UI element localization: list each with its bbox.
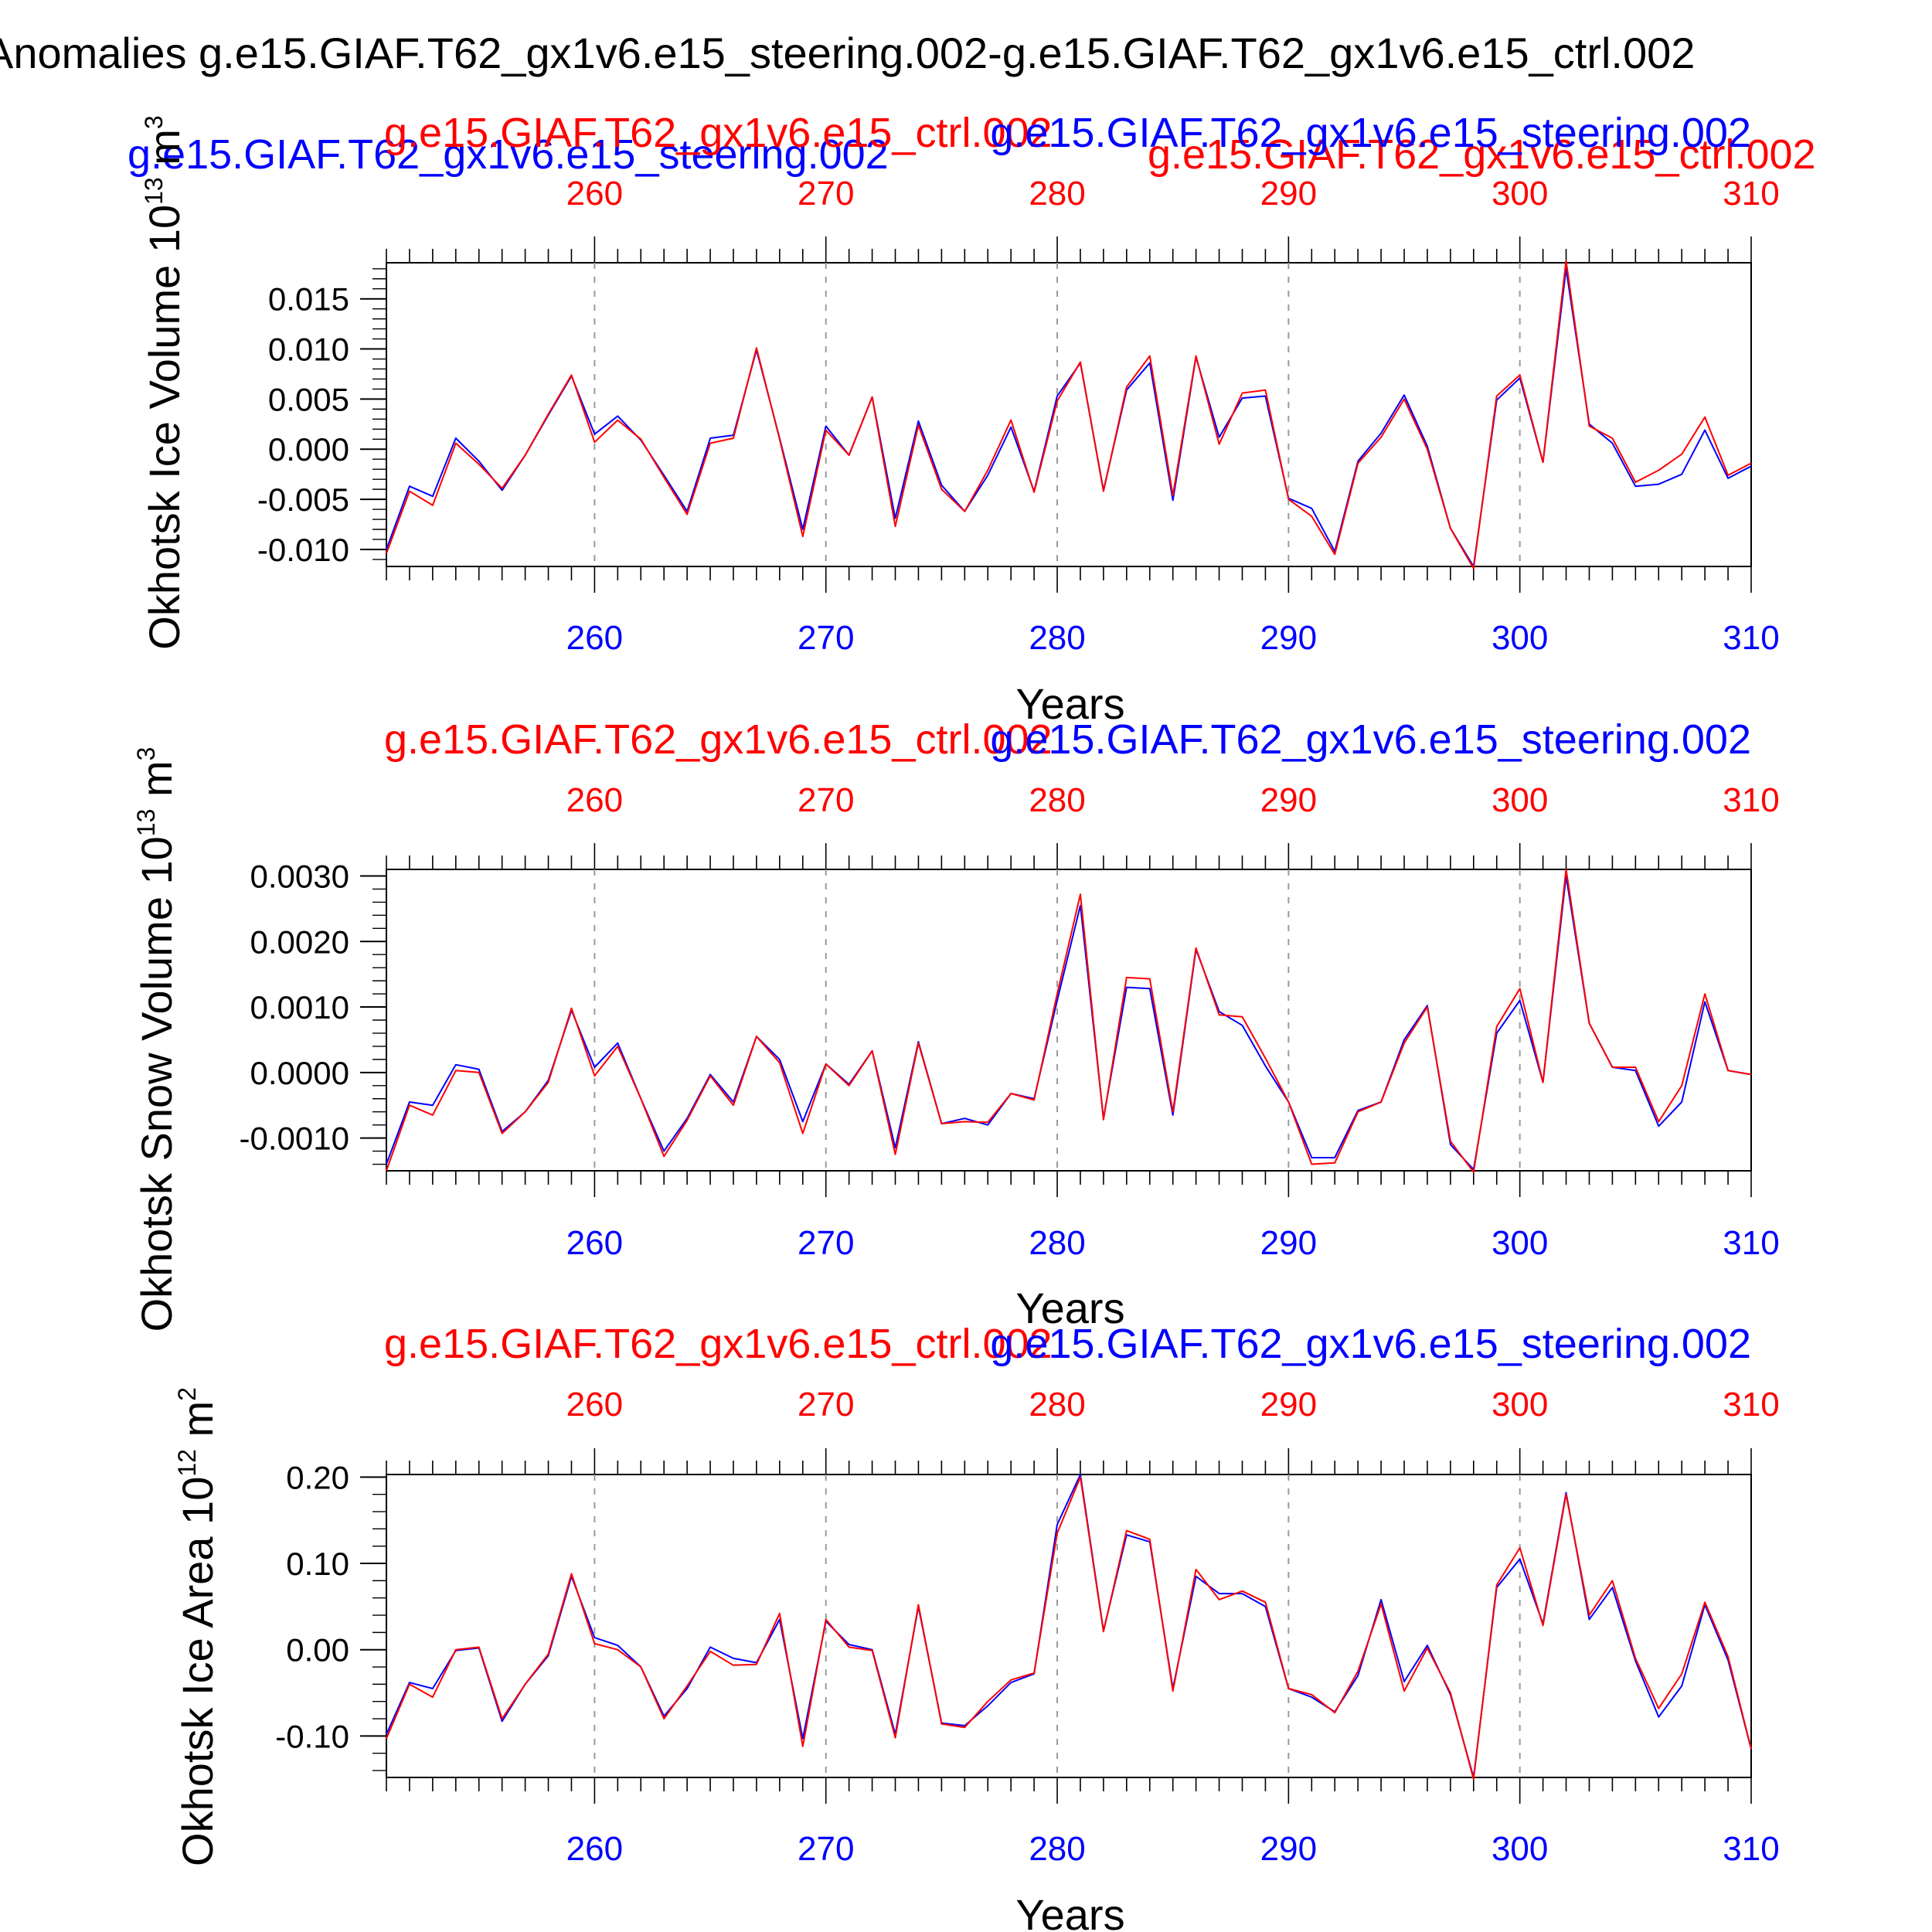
- x-tick-label-bottom: 270: [798, 1224, 854, 1262]
- x-tick-label-top: 260: [566, 1386, 623, 1423]
- y-axis-title: Okhotsk Snow Volume 1013 m3: [132, 747, 181, 1332]
- x-tick-label-top: 260: [566, 175, 623, 213]
- series-line-red: [386, 1476, 1752, 1781]
- x-tick-label-bottom: 290: [1260, 619, 1317, 657]
- x-tick-label-top: 280: [1029, 175, 1085, 213]
- y-tick-label: -0.005: [257, 481, 349, 518]
- y-tick-label: 0.20: [286, 1459, 349, 1495]
- x-tick-label-bottom: 260: [566, 1224, 623, 1262]
- x-tick-label-top: 310: [1723, 781, 1779, 819]
- x-tick-label-bottom: 310: [1723, 1224, 1779, 1262]
- y-axis-title: Okhotsk Ice Area 1012 m2: [173, 1387, 222, 1866]
- x-tick-label-bottom: 310: [1723, 619, 1779, 657]
- series-line-blue: [386, 1474, 1752, 1778]
- y-tick-label: -0.10: [275, 1718, 349, 1754]
- x-tick-label-bottom: 300: [1492, 619, 1548, 657]
- x-tick-label-bottom: 280: [1029, 619, 1085, 657]
- series-label-steering: g.e15.GIAF.T62_gx1v6.e15_steering.002: [990, 716, 1751, 763]
- plot-frame: [386, 869, 1752, 1172]
- y-axis-title-part: 13: [132, 809, 160, 837]
- x-tick-label-bottom: 290: [1260, 1830, 1317, 1868]
- y-axis-title-part: 2: [173, 1387, 201, 1401]
- y-tick-label: -0.010: [257, 532, 349, 568]
- y-tick-label: 0.00: [286, 1632, 349, 1668]
- x-tick-label-bottom: 270: [798, 1830, 854, 1868]
- x-tick-label-bottom: 310: [1723, 1830, 1779, 1868]
- x-tick-label-top: 280: [1029, 1386, 1085, 1423]
- x-tick-label-top: 290: [1260, 1386, 1317, 1423]
- panel-1: 0.015 0.010 0.005 0.000 -0.005 -0.010 260 260 27…: [140, 110, 1780, 728]
- y-axis-title: Okhotsk Ice Volume 1013 m3: [140, 115, 189, 649]
- extra-steering-label: g.e15.GIAF.T62_gx1v6.e15_steering.002: [128, 131, 889, 178]
- panels: 0.015 0.010 0.005 0.000 -0.005 -0.010 260 260 27…: [132, 110, 1780, 1932]
- x-tick-label-top: 310: [1723, 1386, 1779, 1423]
- x-tick-label-bottom: 280: [1029, 1830, 1085, 1868]
- series-line-blue: [386, 875, 1752, 1171]
- y-tick-label: 0.10: [286, 1546, 349, 1582]
- y-axis-title-part: 3: [140, 115, 168, 129]
- x-tick-label-bottom: 300: [1492, 1224, 1548, 1262]
- series-label-steering: g.e15.GIAF.T62_gx1v6.e15_steering.002: [990, 1321, 1751, 1367]
- x-tick-label-top: 280: [1029, 781, 1085, 819]
- y-tick-label: -0.0010: [240, 1121, 349, 1157]
- x-tick-label-top: 290: [1260, 175, 1317, 213]
- x-axis-title: Years: [1015, 679, 1124, 728]
- series-label-ctrl: g.e15.GIAF.T62_gx1v6.e15_ctrl.002: [384, 110, 1053, 156]
- y-tick-label: 0.0000: [250, 1055, 349, 1091]
- x-axis-title: Years: [1015, 1284, 1124, 1332]
- x-tick-label-top: 300: [1492, 175, 1548, 213]
- y-tick-label: 0.015: [268, 281, 349, 318]
- plot-frame: [386, 262, 1752, 567]
- y-axis-title-part: Okhotsk Ice Volume 10: [140, 205, 189, 650]
- x-tick-label-bottom: 300: [1492, 1830, 1548, 1868]
- y-tick-label: 0.000: [268, 431, 349, 468]
- figure-title: Anomalies g.e15.GIAF.T62_gx1v6.e15_steer…: [0, 29, 1695, 77]
- y-axis-title-part: m: [132, 760, 181, 808]
- y-tick-label: 0.0010: [250, 989, 349, 1026]
- x-tick-label-top: 270: [798, 781, 854, 819]
- extra-ctrl-label: g.e15.GIAF.T62_gx1v6.e15_ctrl.002: [1148, 131, 1816, 178]
- y-tick-label: 0.005: [268, 381, 349, 417]
- y-tick-label: 0.0030: [250, 858, 349, 894]
- series-line-red: [386, 260, 1752, 570]
- y-tick-label: 0.010: [268, 332, 349, 368]
- y-axis-title-part: 13: [140, 177, 168, 205]
- x-tick-label-top: 300: [1492, 781, 1548, 819]
- x-tick-label-bottom: 270: [798, 619, 854, 657]
- panel-3: 0.20 0.10 0.00 -0.10 260 260 270 270 280 280 290 29…: [173, 1321, 1780, 1932]
- series-line-blue: [386, 267, 1752, 567]
- series-line-red: [386, 869, 1752, 1173]
- x-tick-label-top: 260: [566, 781, 623, 819]
- series-label-ctrl: g.e15.GIAF.T62_gx1v6.e15_ctrl.002: [384, 1321, 1053, 1367]
- x-tick-label-top: 270: [798, 175, 854, 213]
- y-axis-title-part: m: [173, 1401, 222, 1449]
- x-tick-label-top: 310: [1723, 175, 1779, 213]
- plot-frame: [386, 1474, 1752, 1778]
- y-axis-title-part: Okhotsk Ice Area 10: [173, 1477, 222, 1866]
- x-tick-label-bottom: 260: [566, 1830, 623, 1868]
- series-label-ctrl: g.e15.GIAF.T62_gx1v6.e15_ctrl.002: [384, 716, 1053, 763]
- x-tick-label-top: 270: [798, 1386, 854, 1423]
- y-axis-title-part: Okhotsk Snow Volume 10: [132, 836, 181, 1332]
- series-label-steering: g.e15.GIAF.T62_gx1v6.e15_steering.002: [990, 110, 1751, 156]
- y-axis-title-part: m: [140, 129, 189, 177]
- x-tick-label-top: 290: [1260, 781, 1317, 819]
- y-axis-title-part: 3: [132, 747, 160, 761]
- x-tick-label-bottom: 260: [566, 619, 623, 657]
- x-tick-label-bottom: 290: [1260, 1224, 1317, 1262]
- x-tick-label-bottom: 280: [1029, 1224, 1085, 1262]
- x-tick-label-top: 300: [1492, 1386, 1548, 1423]
- y-axis-title-part: 12: [173, 1449, 201, 1477]
- y-tick-label: 0.0020: [250, 923, 349, 960]
- panel-2: 0.0030 0.0020 0.0010 0.0000 -0.0010 260 260 270…: [132, 716, 1780, 1332]
- x-axis-title: Years: [1015, 1890, 1124, 1932]
